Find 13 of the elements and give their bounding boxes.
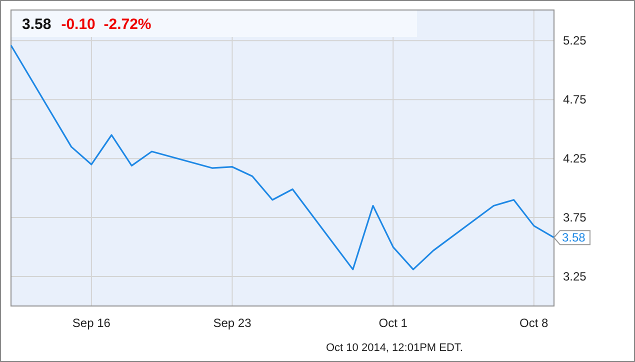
chart-subtitle: -0.10 -2.72% xyxy=(61,16,152,33)
x-tick-label: Oct 8 xyxy=(520,316,549,330)
annotation: 3.58 xyxy=(562,230,586,245)
x-tick-label: Sep 23 xyxy=(213,316,252,330)
x-tick-label: Oct 1 xyxy=(378,316,408,330)
chart-title: 3.58 xyxy=(22,16,52,33)
y-tick-label: 3.25 xyxy=(563,269,587,284)
y-tick-label: 5.25 xyxy=(563,34,587,48)
text: Oct 10 2014, 12:01PM EDT. xyxy=(326,342,463,354)
y-tick-label: 3.75 xyxy=(563,210,587,224)
y-tick-label: 4.25 xyxy=(563,151,587,166)
y-tick-label: 4.75 xyxy=(563,92,587,106)
x-tick-label: Sep 16 xyxy=(72,316,111,330)
